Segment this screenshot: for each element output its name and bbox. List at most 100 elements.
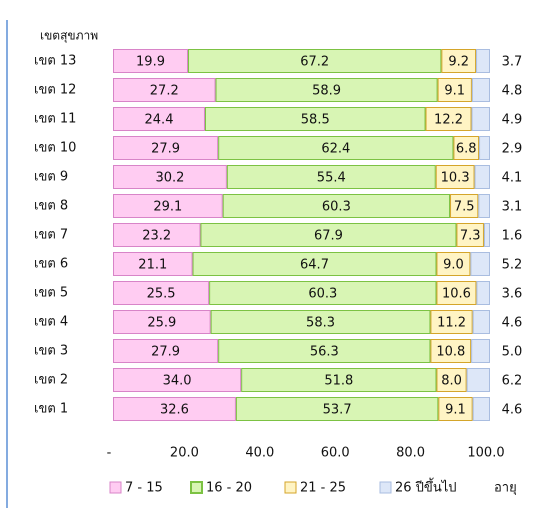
x-tick-label: 60.0: [321, 446, 350, 461]
bar-segment: [450, 194, 479, 218]
data-label: 3.1: [502, 200, 523, 215]
data-label: 29.1: [153, 200, 182, 215]
data-label: 58.3: [306, 316, 335, 331]
bar-segment: [200, 223, 457, 247]
bar-segment: [113, 310, 211, 334]
bar-segment: [430, 339, 472, 363]
data-label: 32.6: [160, 403, 189, 418]
data-label: 27.2: [150, 84, 179, 99]
data-label: 8.0: [441, 374, 462, 389]
legend-label: 26 ปีขึ้นไป: [395, 478, 457, 496]
bar-segment: [436, 368, 467, 392]
data-label: 34.0: [163, 374, 192, 389]
data-label: 19.9: [136, 55, 165, 70]
data-label: 10.6: [442, 287, 471, 302]
y-tick-label: เขต 5: [34, 286, 68, 301]
data-label: 21.1: [138, 258, 167, 273]
data-label: 58.9: [312, 84, 341, 99]
legend-label: 7 - 15: [125, 481, 163, 496]
bar-segment: [483, 223, 490, 247]
data-label: 9.1: [445, 403, 466, 418]
data-label: 4.6: [502, 316, 523, 331]
data-label: 6.8: [456, 142, 477, 157]
legend-label: 16 - 20: [206, 481, 252, 496]
bar-segment: [188, 49, 442, 73]
data-label: 5.0: [502, 345, 523, 360]
bar-segment: [113, 136, 219, 160]
y-tick-label: เขต 7: [34, 228, 68, 243]
data-label: 24.4: [145, 113, 174, 128]
data-label: 51.8: [324, 374, 353, 389]
bar-segment: [456, 223, 484, 247]
bar-segment: [226, 165, 436, 189]
data-label: 56.3: [310, 345, 339, 360]
bar-segment: [472, 310, 490, 334]
data-label: 1.6: [502, 229, 523, 244]
y-tick-label: เขต 1: [34, 402, 68, 417]
bar-segment: [113, 107, 205, 131]
bar-segment: [437, 78, 472, 102]
data-label: 2.9: [502, 142, 523, 157]
data-label: 55.4: [317, 171, 346, 186]
y-tick-label: เขต 9: [34, 170, 68, 185]
x-tick-label: 80.0: [396, 446, 425, 461]
x-tick-label: 100.0: [467, 446, 504, 461]
legend-swatch: [109, 481, 122, 494]
bar-segment: [210, 310, 431, 334]
y-tick-label: เขต 6: [34, 257, 68, 272]
data-label: 6.2: [502, 374, 523, 389]
y-tick-label: เขต 4: [34, 315, 68, 330]
bar-segment: [113, 165, 227, 189]
bar-segment: [113, 281, 210, 305]
bar-segment: [192, 252, 437, 276]
data-label: 67.2: [300, 55, 329, 70]
bar-segment: [113, 223, 201, 247]
data-label: 9.0: [443, 258, 464, 273]
bar-segment: [113, 339, 219, 363]
y-tick-label: เขต 13: [34, 54, 76, 69]
data-label: 3.6: [502, 287, 523, 302]
data-label: 62.4: [321, 142, 350, 157]
y-tick-label: เขต 10: [34, 141, 76, 156]
bar-segment: [472, 397, 490, 421]
data-label: 27.9: [151, 142, 180, 157]
bar-segment: [425, 107, 472, 131]
data-label: 27.9: [151, 345, 180, 360]
data-label: 9.1: [444, 84, 465, 99]
bar-segment: [113, 397, 236, 421]
bar-segment: [438, 397, 473, 421]
x-tick-label: 40.0: [245, 446, 274, 461]
bar-segment: [222, 194, 451, 218]
data-label: 53.7: [323, 403, 352, 418]
data-label: 9.2: [448, 55, 469, 70]
bar-segment: [471, 78, 490, 102]
bar-segment: [430, 310, 473, 334]
data-label: 4.1: [502, 171, 523, 186]
bar-segment: [113, 368, 242, 392]
bar-segment: [476, 49, 490, 73]
bar-segment: [479, 136, 490, 160]
bar-segment: [113, 252, 193, 276]
bar-segment: [241, 368, 437, 392]
bar-segment: [474, 165, 490, 189]
bar-segment: [471, 339, 490, 363]
data-label: 64.7: [300, 258, 329, 273]
y-tick-label: เขต 11: [34, 112, 76, 127]
legend-label: 21 - 25: [300, 481, 346, 496]
data-label: 4.9: [502, 113, 523, 128]
bar-segment: [478, 194, 490, 218]
data-label: 67.9: [314, 229, 343, 244]
bar-segment: [218, 136, 454, 160]
data-label: 23.2: [142, 229, 171, 244]
y-tick-label: เขต 12: [34, 83, 76, 98]
bar-segment: [113, 49, 189, 73]
bar-segment: [453, 136, 480, 160]
data-label: 60.3: [308, 287, 337, 302]
data-label: 7.3: [460, 229, 481, 244]
data-label: 60.3: [322, 200, 351, 215]
x-tick-label: -: [107, 446, 112, 461]
data-label: 4.8: [502, 84, 523, 99]
data-label: 11.2: [437, 316, 466, 331]
bar-segment: [215, 78, 438, 102]
